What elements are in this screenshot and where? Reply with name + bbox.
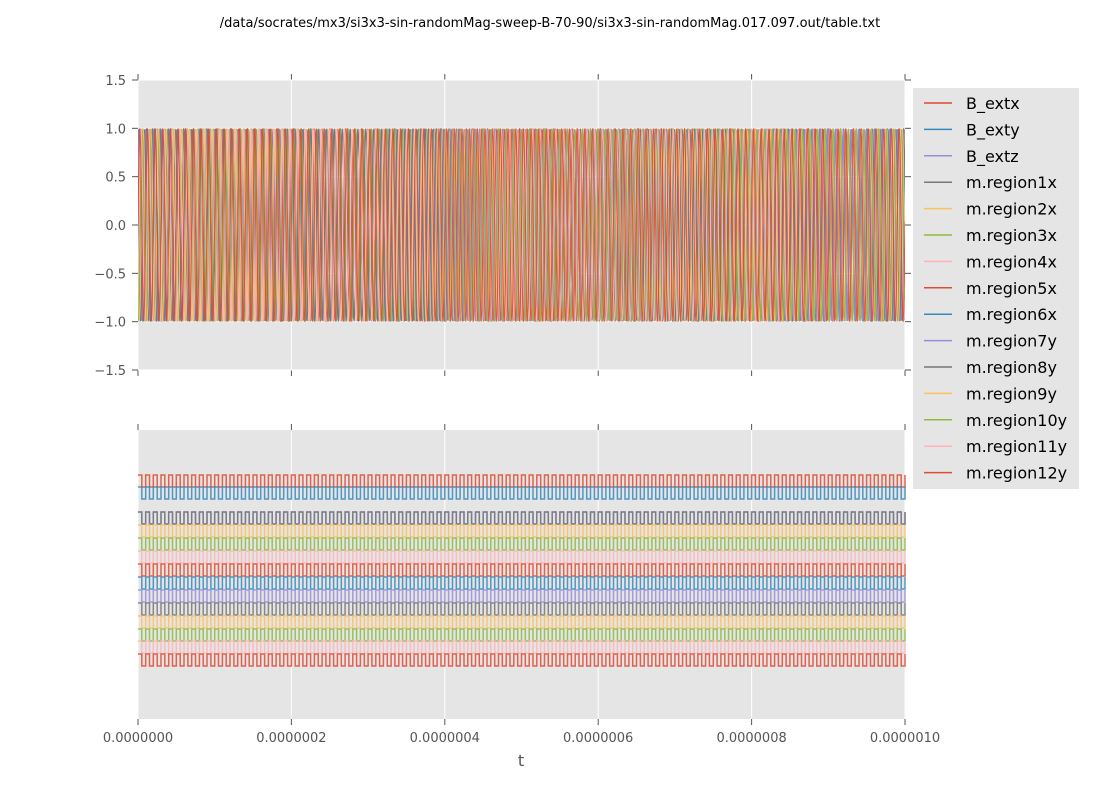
legend-label: B_extx [966, 94, 1020, 114]
series-line-bottom-m.region11y [138, 640, 906, 654]
series-line-bottom-m.region10y [138, 628, 906, 642]
series-line-top-m.region12y [138, 128, 905, 322]
legend-label: m.region11y [966, 437, 1067, 456]
series-line-bottom-m.region12y [138, 653, 906, 667]
legend-label: m.region12y [966, 464, 1067, 483]
y-tick-label: 0.0 [105, 219, 126, 234]
x-tick-label: 0.0000010 [870, 731, 940, 746]
legend-label: m.region10y [966, 411, 1067, 430]
legend-label: B_extz [966, 147, 1019, 167]
x-tick-label: 0.0000002 [256, 731, 326, 746]
series-line-top-m.region10y [138, 128, 905, 322]
x-tick-label: 0.0000008 [716, 731, 786, 746]
legend-label: m.region8y [966, 358, 1057, 377]
y-tick-label: 1.5 [105, 74, 126, 89]
y-tick-label: −1.5 [94, 364, 126, 379]
series-line-bottom-m.region9y [138, 615, 906, 629]
x-axis-label: t [518, 751, 524, 770]
legend-label: m.region4x [966, 252, 1057, 271]
y-tick-label: −1.0 [94, 316, 126, 331]
legend-label: m.region6x [966, 305, 1057, 324]
legend-label: m.region7y [966, 332, 1057, 351]
legend-label: m.region1x [966, 173, 1057, 192]
legend-label: B_exty [966, 120, 1020, 140]
series-line-bottom-B_extx [138, 474, 906, 488]
series-line-bottom-B_exty [138, 486, 906, 500]
series-line-bottom-m.region5x [138, 563, 906, 577]
series-line-bottom-m.region1x [138, 511, 906, 525]
x-tick-label: 0.0000006 [563, 731, 633, 746]
series-line-top-m.region11y [138, 127, 905, 323]
series-line-top-m.region9y [138, 128, 905, 322]
series-line-bottom-m.region7y [138, 589, 906, 603]
series-line-bottom-m.region8y [138, 602, 906, 616]
x-tick-label: 0.0000000 [103, 731, 173, 746]
series-line-bottom-m.region6x [138, 576, 906, 590]
chart-title: /data/socrates/mx3/si3x3-sin-randomMag-s… [220, 16, 880, 31]
y-tick-label: −0.5 [94, 267, 126, 282]
legend-label: m.region2x [966, 200, 1057, 219]
legend-label: m.region9y [966, 384, 1057, 403]
legend-label: m.region5x [966, 279, 1057, 298]
y-tick-label: 0.5 [105, 171, 126, 186]
series-line-bottom-m.region3x [138, 537, 906, 551]
bottom-axes: 0.0000000 0.0000002 0.0000004 0.0000006 0.00… [103, 424, 940, 746]
legend-label: m.region3x [966, 226, 1057, 245]
y-tick-label: 1.0 [105, 122, 126, 137]
legend: B_extx B_exty B_extz m.region1x m.region2x m.… [913, 88, 1079, 489]
series-line-bottom-m.region2x [138, 524, 906, 538]
series-line-bottom-m.region4x [138, 550, 906, 564]
top-axes: 1.5 1.0 0.5 0.0 −0.5 −1.0 −1.5 [94, 74, 911, 379]
x-tick-label: 0.0000004 [410, 731, 480, 746]
